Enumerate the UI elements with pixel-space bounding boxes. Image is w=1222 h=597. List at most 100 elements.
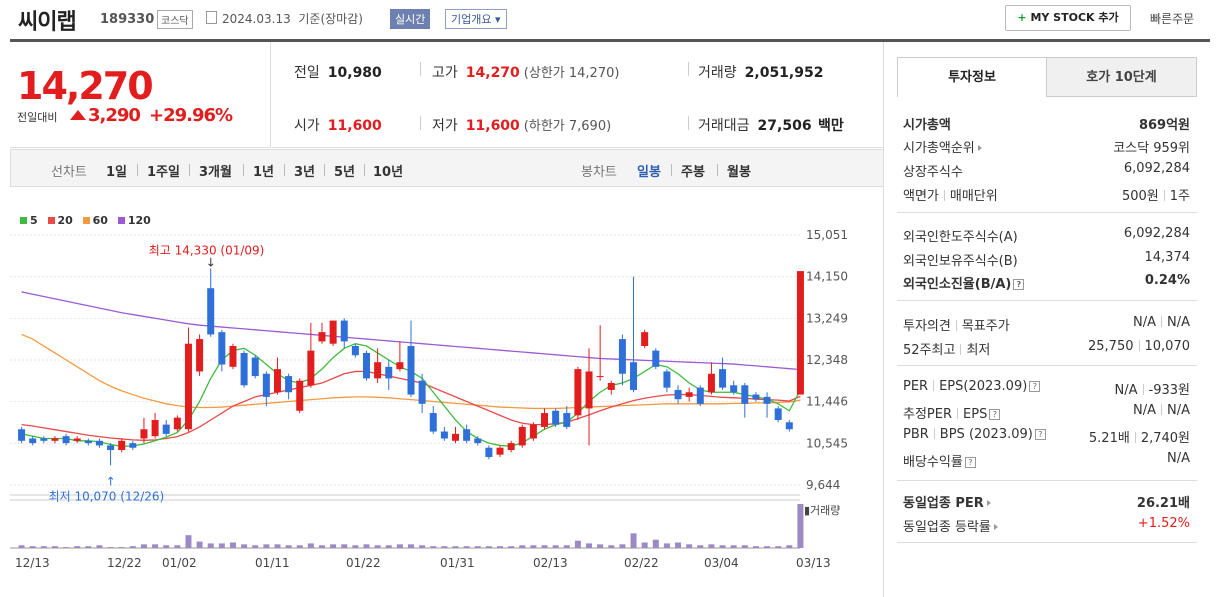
volume-bar — [775, 546, 782, 548]
row-sector-per[interactable]: 동일업종 PER 26.21배 — [903, 496, 1190, 511]
candle-body — [318, 332, 326, 342]
row-52week: 52주최고 최저 25,750 10,070 — [903, 339, 1190, 358]
chevron-right-icon — [986, 500, 991, 506]
help-icon[interactable]: ? — [1029, 381, 1041, 392]
mystock-add-button[interactable]: + MY STOCK 추가 — [1005, 5, 1131, 31]
volume-bar — [597, 544, 604, 548]
change-value: 3,290 — [70, 105, 141, 126]
current-price: 14,270 — [17, 64, 154, 108]
change-percent: +29.96% — [149, 105, 233, 126]
candle-body — [496, 447, 504, 455]
volume-bar — [663, 543, 670, 548]
volume-bar — [263, 544, 270, 548]
quick-order-link[interactable]: 빠른주문 — [1150, 12, 1195, 26]
arrow-up-icon: ↑ — [106, 474, 116, 488]
divider — [897, 365, 1197, 366]
y-tick-label: 10,545 — [806, 436, 848, 450]
candle-body — [785, 422, 793, 430]
row-sector-change[interactable]: 동일업종 등락률 +1.52% — [903, 516, 1190, 535]
volume-bar — [85, 546, 92, 548]
candle-body — [541, 413, 549, 427]
volume-bar — [786, 545, 793, 548]
tab-weekly-candle[interactable]: 주봉 — [681, 165, 705, 180]
tab-10year[interactable]: 10년 — [373, 165, 404, 180]
candle-body — [507, 443, 515, 451]
candle-body — [184, 343, 192, 430]
volume-bar — [363, 544, 370, 548]
market-badge: 코스닥 — [157, 10, 193, 29]
volume-bar — [419, 545, 426, 548]
tab-1day[interactable]: 1일 — [106, 165, 128, 180]
chevron-down-icon: ▾ — [494, 13, 501, 26]
company-info-dropdown[interactable]: 기업개요 ▾ — [445, 9, 507, 29]
volume-bar — [541, 545, 548, 548]
candle-body — [752, 394, 760, 400]
x-tick-label: 12/22 — [107, 556, 142, 570]
volume-bar — [174, 545, 181, 548]
volume-label: ▮거래량 — [804, 504, 840, 517]
tab-monthly-candle[interactable]: 월봉 — [727, 165, 751, 180]
price-chart[interactable]: 15,051 14,150 13,249 12,348 11,446 10,545 9,64… — [10, 210, 884, 550]
volume-bar — [140, 544, 147, 548]
row-opinion: 투자의견 목표주가 N/A N/A — [903, 315, 1190, 334]
volume-bar — [641, 542, 648, 548]
candle-body — [529, 424, 537, 439]
tab-1week[interactable]: 1주일 — [147, 165, 180, 180]
help-icon[interactable]: ? — [989, 409, 1001, 420]
tab-3month[interactable]: 3개월 — [199, 165, 232, 180]
volume-bar — [18, 545, 25, 548]
row-listed-shares: 상장주식수 6,092,284 — [903, 161, 1190, 180]
chevron-right-icon — [977, 145, 982, 151]
candle-body — [251, 357, 259, 377]
volume-bar — [252, 545, 259, 548]
volume-bar — [408, 544, 414, 548]
candle-body — [730, 385, 738, 393]
tab-orderbook[interactable]: 호가 10단계 — [1046, 57, 1197, 97]
volume-bar — [463, 546, 470, 548]
candle-body — [218, 332, 226, 365]
volume-bar — [652, 539, 659, 548]
plus-icon: + — [1017, 11, 1027, 24]
candle-body — [229, 346, 237, 367]
tab-3year[interactable]: 3년 — [294, 165, 316, 180]
candle-body — [796, 271, 804, 395]
volume-bar — [51, 546, 58, 548]
volume-bar — [107, 547, 114, 548]
help-icon[interactable]: ? — [1013, 279, 1025, 290]
x-tick-label: 12/13 — [15, 556, 50, 570]
candle-body — [518, 426, 526, 446]
candle-body — [340, 320, 348, 342]
legend-swatch — [117, 217, 125, 224]
ma60-line — [21, 333, 801, 410]
volume-bar — [797, 504, 804, 548]
volume-bar — [764, 546, 771, 548]
tab-daily-candle[interactable]: 일봉 — [637, 165, 661, 180]
row-face-value: 액면가 매매단위 500원 1주 — [903, 189, 1190, 204]
row-market-cap: 시가총액 869억원 — [903, 118, 1190, 133]
candle-body — [196, 339, 204, 372]
candle-body — [351, 346, 359, 356]
tab-5year[interactable]: 5년 — [334, 165, 356, 180]
row-market-cap-rank[interactable]: 시가총액순위 코스닥 959위 — [903, 141, 1190, 156]
volume-bar — [241, 544, 248, 548]
candle-body — [474, 438, 482, 444]
divider — [897, 480, 1197, 481]
tab-invest-info[interactable]: 투자정보 — [897, 57, 1047, 97]
x-tick-label: 01/02 — [162, 556, 197, 570]
candle-body — [84, 440, 92, 444]
divider — [897, 300, 1197, 301]
volume-bar — [752, 546, 759, 548]
realtime-button[interactable]: 실시간 — [390, 9, 431, 29]
candle-body — [62, 436, 70, 444]
header: 씨이랩 189330 코스닥 2024.03.13 기준(장마감) 실시간 기업… — [0, 0, 1222, 38]
help-icon[interactable]: ? — [1034, 429, 1046, 440]
volume-bar — [318, 545, 325, 548]
help-icon[interactable]: ? — [964, 457, 976, 468]
volume-bar — [396, 544, 403, 548]
basis-date: 2024.03.13 기준(장마감) — [222, 12, 363, 26]
candle-body — [696, 387, 704, 404]
candle-body — [396, 362, 404, 370]
volume-bar — [207, 543, 214, 548]
candle-body — [741, 385, 749, 404]
tab-1year[interactable]: 1년 — [253, 165, 275, 180]
